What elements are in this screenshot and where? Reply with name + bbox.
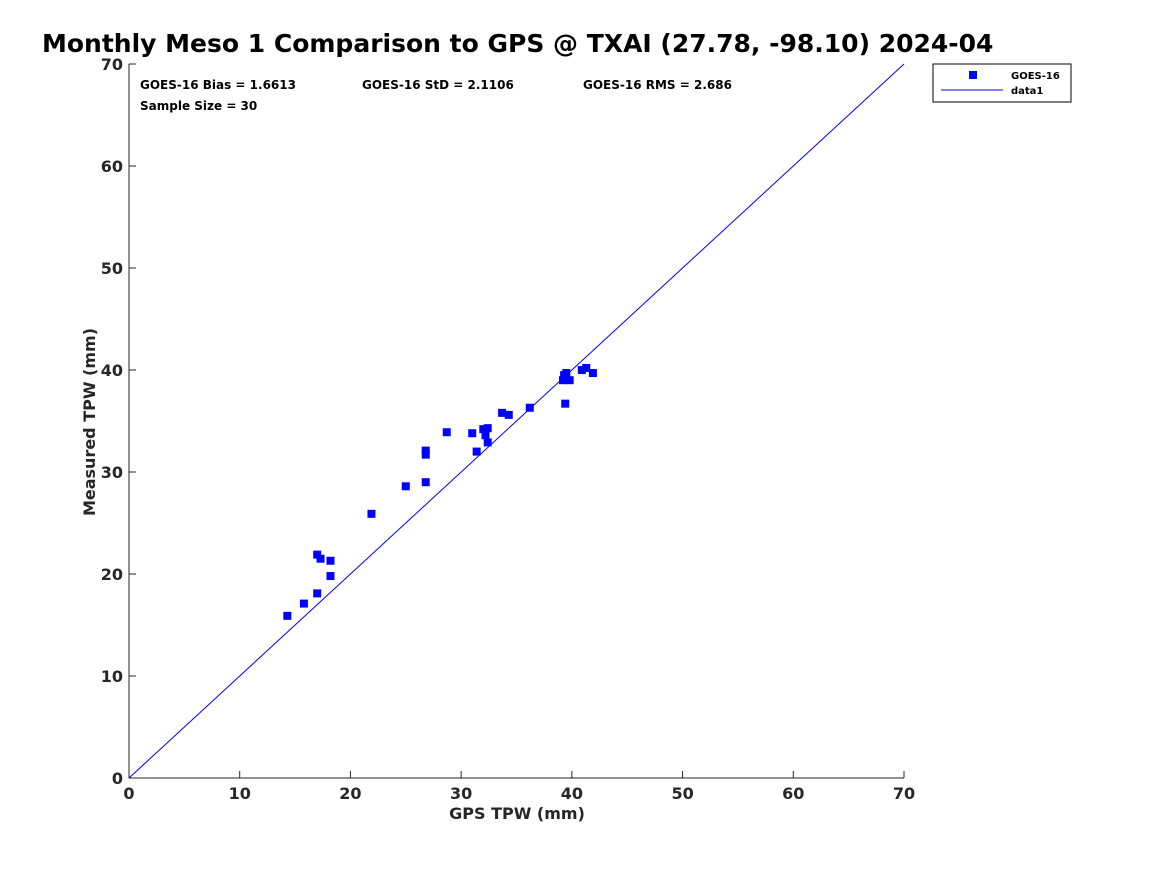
x-tick-label: 60 bbox=[782, 784, 804, 803]
data-point-goes16 bbox=[367, 509, 376, 518]
data-point-goes16 bbox=[577, 366, 586, 374]
legend-marker-goes16 bbox=[969, 71, 977, 79]
data-point-goes16 bbox=[525, 403, 534, 412]
legend-box bbox=[932, 63, 1072, 103]
data-point-goes16 bbox=[561, 399, 570, 408]
legend-label-data1: data1 bbox=[1011, 86, 1043, 97]
data-point-goes16 bbox=[504, 410, 513, 419]
y-tick-label: 50 bbox=[101, 259, 123, 278]
data-point-goes16 bbox=[421, 478, 430, 487]
data-point-goes16 bbox=[313, 550, 322, 559]
y-tick-label: 20 bbox=[101, 565, 123, 584]
bias-stat: GOES-16 Bias = 1.6613 bbox=[140, 78, 296, 92]
y-tick-label: 60 bbox=[101, 157, 123, 176]
data-point-goes16 bbox=[559, 376, 567, 385]
data-point-goes16 bbox=[401, 482, 410, 491]
data-point-goes16 bbox=[565, 376, 574, 385]
data-point-goes16 bbox=[442, 428, 451, 437]
data-point-goes16 bbox=[562, 369, 571, 378]
y-tick-label: 70 bbox=[101, 55, 123, 74]
x-tick-label: 0 bbox=[123, 784, 134, 803]
data-point-goes16 bbox=[316, 554, 325, 563]
plot-area: 0 10 20 30 40 50 60 70 0 10 20 30 40 50 60 70 bbox=[101, 55, 915, 803]
data-point-goes16 bbox=[299, 599, 308, 608]
x-tick-label: 10 bbox=[229, 784, 251, 803]
data-point-goes16 bbox=[498, 408, 507, 417]
legend: GOES-16 data1 bbox=[932, 63, 1072, 103]
data-point-goes16 bbox=[588, 369, 597, 378]
sample-size-stat: Sample Size = 30 bbox=[140, 99, 257, 113]
data-point-goes16 bbox=[283, 611, 292, 620]
rms-stat: GOES-16 RMS = 2.686 bbox=[583, 78, 732, 92]
data-point-goes16 bbox=[326, 572, 335, 581]
y-tick-label: 10 bbox=[101, 667, 123, 686]
x-axis-label: GPS TPW (mm) bbox=[449, 804, 585, 823]
x-tick-label: 70 bbox=[893, 784, 915, 803]
std-stat: GOES-16 StD = 2.1106 bbox=[362, 78, 514, 92]
y-tick-label: 40 bbox=[101, 361, 123, 380]
data-point-goes16 bbox=[483, 438, 492, 447]
data-point-goes16 bbox=[326, 556, 335, 565]
data-point-goes16 bbox=[313, 589, 322, 598]
data-point-goes16 bbox=[481, 431, 490, 440]
data-point-goes16 bbox=[421, 450, 430, 459]
data-point-goes16 bbox=[468, 429, 477, 438]
data-point-goes16 bbox=[479, 425, 488, 434]
x-tick-label: 40 bbox=[561, 784, 583, 803]
y-tick-label: 30 bbox=[101, 463, 123, 482]
data-point-goes16 bbox=[472, 447, 481, 456]
y-axis-label: Measured TPW (mm) bbox=[80, 328, 99, 516]
reference-line-data1 bbox=[128, 63, 905, 779]
legend-label-goes16: GOES-16 bbox=[1011, 71, 1060, 82]
data-point-goes16 bbox=[582, 363, 591, 372]
x-tick-label: 50 bbox=[671, 784, 693, 803]
x-tick-label: 30 bbox=[450, 784, 472, 803]
data-point-goes16 bbox=[483, 424, 492, 433]
data-point-goes16 bbox=[421, 446, 430, 455]
x-tick-label: 20 bbox=[339, 784, 361, 803]
chart-title: Monthly Meso 1 Comparison to GPS @ TXAI … bbox=[42, 29, 993, 58]
y-tick-label: 0 bbox=[112, 769, 123, 788]
